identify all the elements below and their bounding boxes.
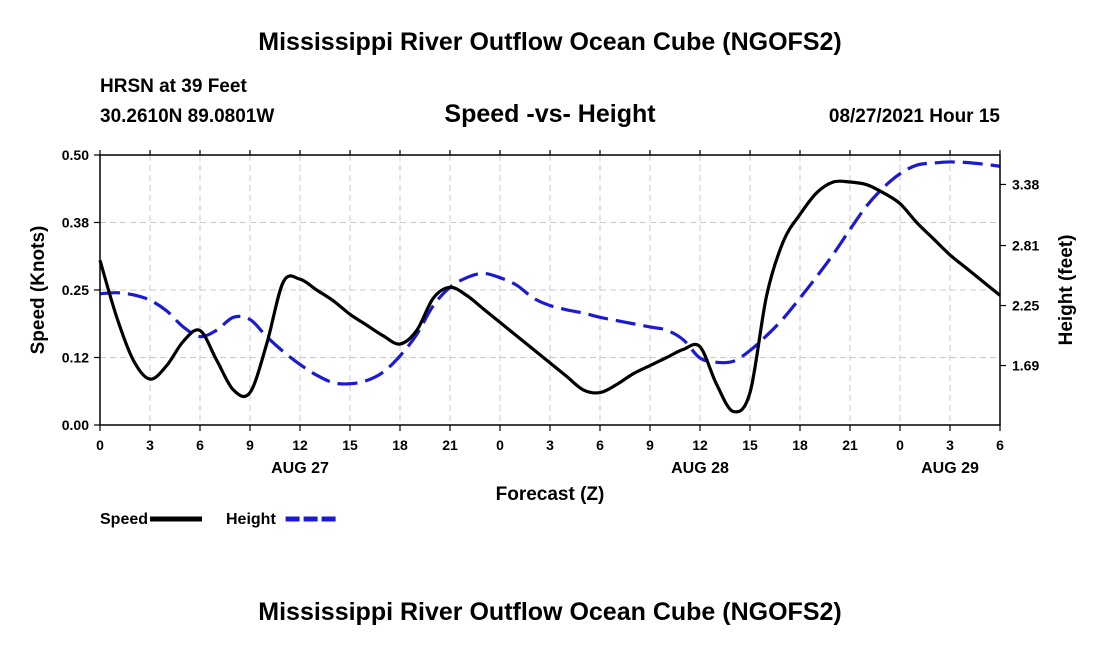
y-left-tick-label: 0.25 xyxy=(62,282,89,298)
x-tick-label: 3 xyxy=(546,437,554,453)
y-left-tick-label: 0.38 xyxy=(62,215,89,231)
x-tick-label: 18 xyxy=(792,437,808,453)
station-coordinates: 30.2610N 89.0801W xyxy=(100,106,275,127)
forecast-datetime: 08/27/2021 Hour 15 xyxy=(828,106,1000,127)
x-tick-label: 15 xyxy=(342,437,358,453)
x-tick-label: 3 xyxy=(146,437,154,453)
x-tick-label: 18 xyxy=(392,437,408,453)
y-left-tick-label: 0.50 xyxy=(62,147,89,163)
y-right-tick-label: 1.69 xyxy=(1012,358,1039,374)
chart-subtitle: Speed -vs- Height xyxy=(444,100,656,128)
legend-label-speed: Speed xyxy=(100,511,148,528)
x-tick-label: 9 xyxy=(246,437,254,453)
y-right-tick-label: 2.25 xyxy=(1012,298,1039,314)
x-tick-label: 0 xyxy=(896,437,904,453)
series-line-height xyxy=(99,160,1001,386)
date-label: AUG 29 xyxy=(921,460,979,477)
x-tick-label: 0 xyxy=(496,437,504,453)
x-tick-label: 9 xyxy=(646,437,654,453)
x-tick-label: 12 xyxy=(292,437,308,453)
x-tick-label: 15 xyxy=(742,437,758,453)
legend-label-height: Height xyxy=(226,511,276,528)
legend: Speed Height xyxy=(100,511,338,528)
x-tick-label: 6 xyxy=(196,437,204,453)
footer-title: Mississippi River Outflow Ocean Cube (NG… xyxy=(258,598,842,626)
x-tick-label: 6 xyxy=(596,437,604,453)
y-axis-left-label: Speed (Knots) xyxy=(28,226,49,355)
station-label: HRSN at 39 Feet xyxy=(100,76,247,97)
chart-title: Mississippi River Outflow Ocean Cube (NG… xyxy=(258,28,842,56)
x-axis-label: Forecast (Z) xyxy=(496,484,605,505)
x-tick-label: 21 xyxy=(842,437,858,453)
series xyxy=(98,160,1002,414)
date-label: AUG 28 xyxy=(671,460,729,477)
grid xyxy=(100,155,1000,425)
x-tick-label: 12 xyxy=(692,437,708,453)
series-line-speed xyxy=(98,179,1002,414)
x-tick-label: 3 xyxy=(946,437,954,453)
y-axis-right-label: Height (feet) xyxy=(1056,235,1077,346)
y-right-tick-label: 2.81 xyxy=(1012,238,1039,254)
x-tick-label: 21 xyxy=(442,437,458,453)
y-right-tick-label: 3.38 xyxy=(1012,176,1039,192)
axis-ticks: 0 3 6 9 12 15 18 21 0 3 6 9 12 15 18 21 0 3 6 AUG 27 AUG 28 A… xyxy=(62,147,1040,477)
x-tick-label: 0 xyxy=(96,437,104,453)
y-left-tick-label: 0.12 xyxy=(62,350,89,366)
date-label: AUG 27 xyxy=(271,460,329,477)
x-tick-label: 6 xyxy=(996,437,1004,453)
y-left-tick-label: 0.00 xyxy=(62,417,89,433)
